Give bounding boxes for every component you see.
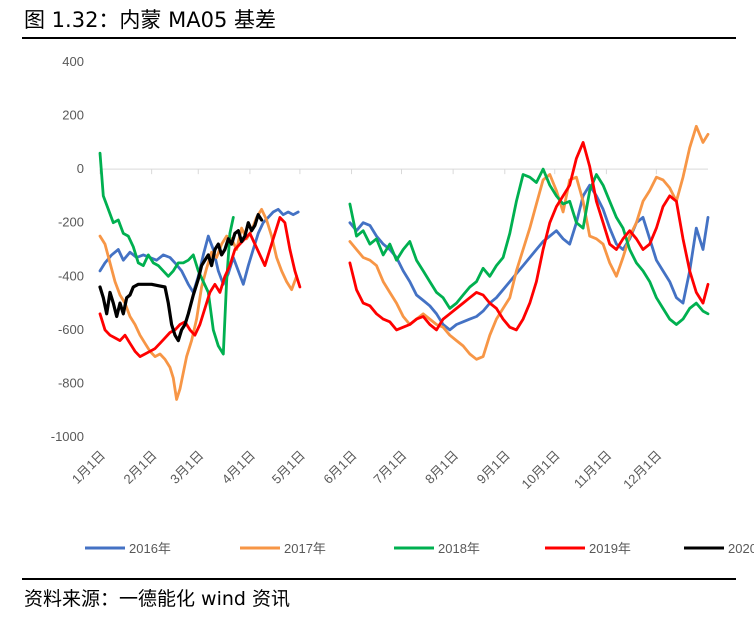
legend-label: 2016年 (129, 541, 171, 556)
x-tick-label: 9月1日 (474, 448, 513, 487)
series-layer (98, 124, 710, 401)
x-tick-label: 6月1日 (320, 448, 359, 487)
bottom-rule (22, 578, 736, 580)
series-line (348, 167, 710, 326)
x-tick-label: 7月1日 (370, 448, 409, 487)
legend-label: 2017年 (284, 541, 326, 556)
series-5 (98, 213, 264, 343)
x-tick-label: 1月1日 (69, 448, 108, 487)
x-tick-label: 12月1日 (620, 448, 664, 492)
series-line (98, 207, 299, 401)
x-tick-label: 10月1日 (519, 448, 563, 492)
x-tick-label: 2月1日 (121, 448, 160, 487)
figure-title: 图 1.32：内蒙 MA05 基差 (24, 8, 276, 32)
y-tick-label: 200 (62, 108, 84, 123)
y-tick-label: 400 (62, 54, 84, 69)
x-axis: 1月1日 2月1日 3月1日 4月1日 5月1日 6月1日 7月1日 8月1日 9月1日 10月1… (69, 168, 708, 492)
y-axis: 400 200 0 -200 -400 -600 -800 -1000 (51, 54, 84, 444)
legend-label: 2018年 (438, 541, 480, 556)
figure-source: 资料来源：一德能化 wind 资讯 (24, 588, 291, 610)
x-tick-label: 11月1日 (571, 448, 615, 492)
series-line (348, 140, 710, 332)
series-line (348, 124, 710, 361)
series-line (98, 215, 302, 359)
x-tick-label: 5月1日 (269, 448, 308, 487)
y-tick-label: -800 (58, 375, 84, 390)
y-tick-label: -200 (58, 215, 84, 230)
series-line (348, 183, 710, 332)
series-3 (98, 151, 710, 356)
series-2 (98, 124, 710, 401)
y-tick-label: 0 (77, 161, 84, 176)
legend: 2016年 2017年 2018年 2019年 2020年 (85, 541, 754, 556)
y-tick-label: -600 (58, 322, 84, 337)
series-4 (98, 140, 710, 359)
x-tick-label: 4月1日 (219, 448, 258, 487)
legend-label: 2020年 (728, 541, 754, 556)
basis-line-chart: 400 200 0 -200 -400 -600 -800 -1000 1月1日 2月1日 3月1… (51, 54, 754, 556)
x-tick-label: 8月1日 (422, 448, 461, 487)
legend-label: 2019年 (589, 541, 631, 556)
series-line (98, 151, 235, 356)
y-tick-label: -400 (58, 268, 84, 283)
series-line (98, 213, 264, 343)
top-rule (22, 37, 736, 39)
x-tick-label: 3月1日 (167, 448, 206, 487)
y-tick-label: -1000 (51, 429, 84, 444)
